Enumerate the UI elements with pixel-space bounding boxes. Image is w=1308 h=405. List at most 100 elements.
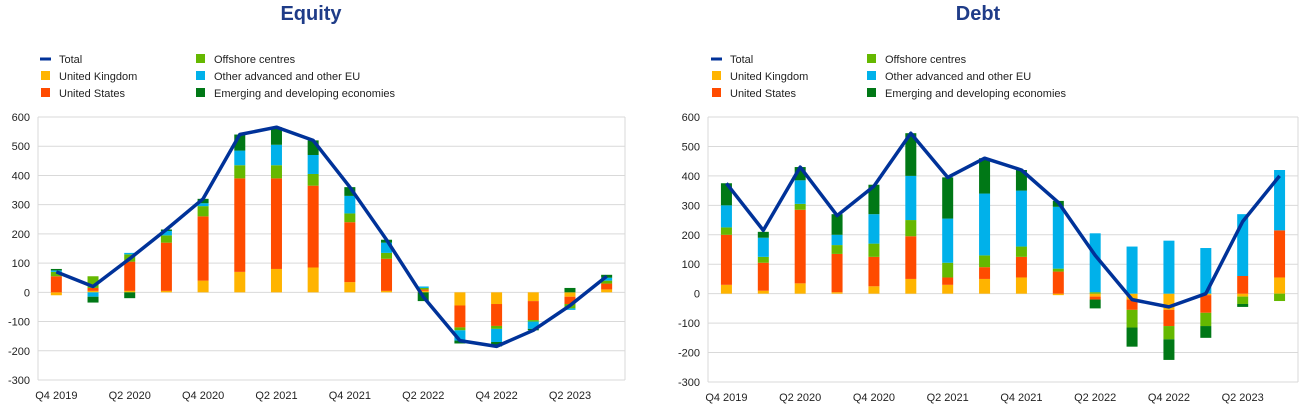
bar-segment xyxy=(942,218,954,263)
legend-swatch xyxy=(41,88,50,97)
bar-segment xyxy=(454,292,466,306)
bar-segment xyxy=(564,296,576,305)
bar-segment xyxy=(868,286,880,294)
bar-segment xyxy=(124,292,136,299)
bar-segment xyxy=(794,180,806,204)
bar-segment xyxy=(942,284,954,294)
y-tick-label: 0 xyxy=(24,287,30,299)
bar-segment xyxy=(942,177,954,219)
bar-segment xyxy=(124,290,136,293)
bar-segment xyxy=(270,165,282,179)
legend-label: Offshore centres xyxy=(214,54,296,66)
y-tick-label: -200 xyxy=(678,348,700,360)
bar-segment xyxy=(1163,309,1175,327)
bar-segment xyxy=(197,203,209,207)
bar-segment xyxy=(124,252,136,255)
bar-segment xyxy=(1274,293,1286,302)
legend-swatch xyxy=(196,88,205,97)
legend-label: Other advanced and other EU xyxy=(214,71,360,83)
bar-segment xyxy=(905,175,917,221)
bar-segment xyxy=(1126,327,1138,347)
bar-segment xyxy=(905,278,917,294)
y-tick-label: -100 xyxy=(678,318,700,330)
bar-segment xyxy=(234,165,246,179)
x-axis: Q4 2019 Q2 2020 Q4 2020 Q2 2021 Q4 2021 Q2 20… xyxy=(35,390,591,402)
bar-segment xyxy=(197,216,209,281)
bar-segment xyxy=(1126,299,1138,310)
bar-segment xyxy=(491,342,503,347)
bar-segment xyxy=(794,283,806,294)
legend-swatch xyxy=(712,88,721,97)
y-tick-label: 600 xyxy=(682,112,700,124)
bar-segment xyxy=(1126,309,1138,328)
y-axis: -300 -200 -100 0 100 200 300 400 500 600 xyxy=(8,112,626,387)
bar-segment xyxy=(87,296,99,303)
bar-segment xyxy=(757,231,769,238)
bar-segment xyxy=(1126,246,1138,294)
bar-segment xyxy=(234,150,246,166)
bar-segment xyxy=(381,258,393,291)
bar-segment xyxy=(270,178,282,269)
x-tick-label: Q2 2021 xyxy=(255,390,297,402)
legend-label: Offshore centres xyxy=(885,54,967,66)
bar-segment xyxy=(344,213,356,223)
bar-segment xyxy=(831,214,843,235)
legend-swatch xyxy=(196,71,205,80)
legend-label: United Kingdom xyxy=(59,71,137,83)
bar-segment xyxy=(197,280,209,293)
y-axis: -300 -200 -100 0 100 200 300 400 500 600 xyxy=(678,112,1299,389)
bar-segment xyxy=(417,290,429,293)
total-line xyxy=(55,125,608,349)
bar-segment xyxy=(905,236,917,279)
bar-segment xyxy=(831,245,843,254)
x-axis: Q4 2019 Q2 2020 Q4 2020 Q2 2021 Q4 2021 Q2 20… xyxy=(705,392,1263,404)
bar-segment xyxy=(601,277,613,281)
y-tick-label: 500 xyxy=(682,141,700,153)
bar-segment xyxy=(1089,233,1101,293)
bar-segment xyxy=(905,133,917,176)
bar-segment xyxy=(1052,268,1064,272)
x-tick-label: Q4 2020 xyxy=(853,392,895,404)
bar-segment xyxy=(87,292,99,297)
bar-segment xyxy=(831,292,843,294)
bar-segment xyxy=(1237,276,1249,294)
bar-segment xyxy=(1052,293,1064,296)
bar-segment xyxy=(307,140,319,155)
legend-label: Total xyxy=(59,54,82,66)
y-tick-label: 100 xyxy=(12,258,30,270)
y-tick-label: 200 xyxy=(12,229,30,241)
bar-segment xyxy=(794,209,806,284)
bar-segment xyxy=(124,261,136,291)
bar-segment xyxy=(50,271,62,277)
bar-segment xyxy=(527,321,539,329)
x-tick-label: Q4 2019 xyxy=(35,390,77,402)
bar-segment xyxy=(1200,248,1212,294)
bar-segment xyxy=(1200,295,1212,313)
bar-segment xyxy=(831,234,843,246)
bar-segment xyxy=(868,243,880,257)
x-tick-label: Q4 2022 xyxy=(475,390,517,402)
legend-label: Emerging and developing economies xyxy=(885,88,1067,100)
bar-segment xyxy=(381,252,393,259)
chart-1: Debt Total United Kingdom United States Offs… xyxy=(678,3,1299,404)
bar-segment xyxy=(454,305,466,328)
chart-title: Debt xyxy=(956,3,1001,25)
bar-segment xyxy=(601,283,613,290)
x-tick-label: Q4 2022 xyxy=(1148,392,1190,404)
bar-segment xyxy=(868,256,880,287)
bar-segment xyxy=(87,290,99,293)
x-tick-label: Q4 2021 xyxy=(329,390,371,402)
bar-segment xyxy=(491,325,503,329)
bar-segment xyxy=(942,277,954,285)
y-tick-label: -100 xyxy=(8,317,30,329)
bar-segment xyxy=(757,237,769,257)
bar-segment xyxy=(1089,293,1101,297)
bar-segment xyxy=(1274,230,1286,278)
bar-segment xyxy=(1015,190,1027,247)
bar-segment xyxy=(720,205,732,228)
legend-swatch xyxy=(196,54,205,63)
bar-segment xyxy=(50,292,62,296)
bar-segment xyxy=(942,262,954,278)
